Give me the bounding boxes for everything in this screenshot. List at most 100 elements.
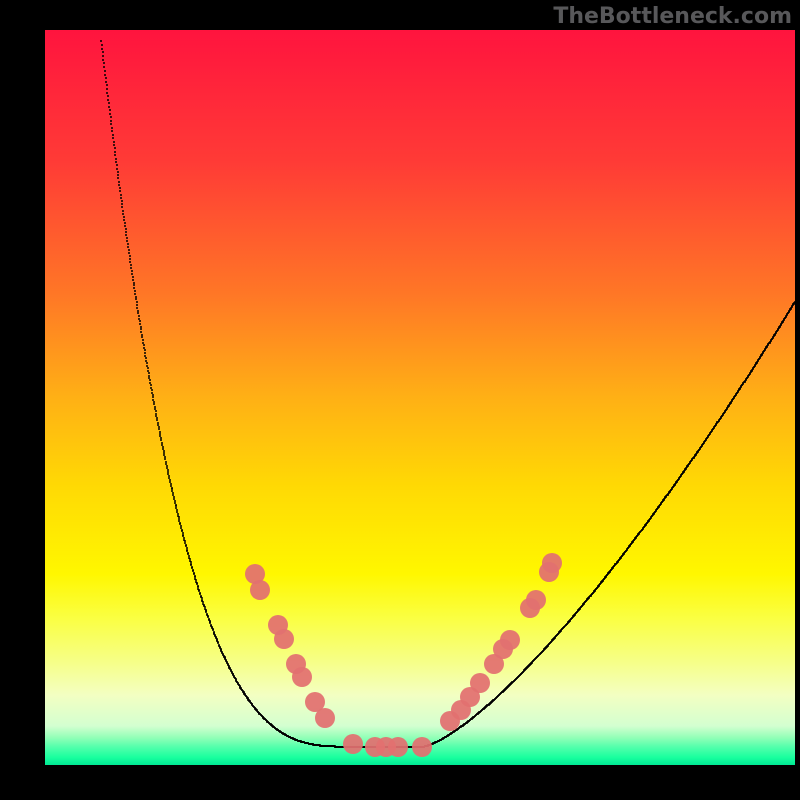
curve-point xyxy=(130,267,132,269)
curve-point xyxy=(117,174,119,176)
curve-point xyxy=(129,258,131,260)
curve-point xyxy=(122,213,124,215)
data-marker xyxy=(250,580,270,600)
curve-point xyxy=(108,106,110,108)
curve-point xyxy=(138,315,140,317)
curve-point xyxy=(124,225,126,227)
curve-point xyxy=(123,216,125,218)
curve-point xyxy=(117,177,119,179)
curve-point xyxy=(125,228,127,230)
data-marker xyxy=(315,708,335,728)
curve-point xyxy=(121,206,123,208)
curve-point xyxy=(106,84,108,86)
data-marker xyxy=(388,737,408,757)
curve-point xyxy=(103,62,105,64)
curve-point xyxy=(112,137,114,139)
curve-point xyxy=(113,144,115,146)
curve-point xyxy=(121,203,123,205)
curve-point xyxy=(127,246,129,248)
curve-point xyxy=(123,219,125,221)
curve-point xyxy=(131,273,133,275)
curve-point xyxy=(110,120,112,122)
curve-point xyxy=(122,210,124,212)
curve-point xyxy=(111,130,113,132)
curve-point xyxy=(126,240,128,242)
data-marker xyxy=(470,673,490,693)
curve-point xyxy=(125,231,127,233)
curve-point xyxy=(121,200,123,202)
curve-point xyxy=(136,301,138,303)
curve-point xyxy=(138,318,140,320)
curve-point xyxy=(129,261,131,263)
curve-point xyxy=(110,123,112,125)
curve-point xyxy=(102,59,104,61)
curve-point xyxy=(116,168,118,170)
curve-point xyxy=(112,134,114,136)
curve-point xyxy=(139,320,141,322)
curve-point xyxy=(118,184,120,186)
curve-point xyxy=(137,310,139,312)
curve-point xyxy=(114,151,116,153)
curve-point xyxy=(100,40,102,42)
curve-point xyxy=(125,234,127,236)
data-marker xyxy=(542,553,562,573)
curve-point xyxy=(794,301,795,303)
curve-point xyxy=(108,102,110,104)
curve-point xyxy=(133,282,135,284)
watermark-text: TheBottleneck.com xyxy=(553,4,792,29)
curve-point xyxy=(135,296,137,298)
data-marker xyxy=(500,630,520,650)
curve-point xyxy=(127,243,129,245)
curve-point xyxy=(114,154,116,156)
plot-area xyxy=(45,30,795,765)
curve-point xyxy=(114,147,116,149)
curve-point xyxy=(136,304,138,306)
curve-point xyxy=(106,92,108,94)
curve-point xyxy=(104,74,106,76)
curve-point xyxy=(137,312,139,314)
curve-point xyxy=(134,293,136,295)
curve-point xyxy=(126,237,128,239)
curve-point xyxy=(132,276,134,278)
curve-point xyxy=(124,222,126,224)
curve-point xyxy=(103,66,105,68)
curve-point xyxy=(111,127,113,129)
curve-point xyxy=(102,51,104,53)
curve-point xyxy=(105,81,107,83)
curve-point xyxy=(118,181,120,183)
curve-point xyxy=(115,161,117,163)
curve-point xyxy=(120,194,122,196)
curve-point xyxy=(106,88,108,90)
curve-point xyxy=(133,287,135,289)
curve-point xyxy=(129,255,131,257)
curve-point xyxy=(133,284,135,286)
curve-point xyxy=(135,298,137,300)
curve-point xyxy=(130,264,132,266)
data-marker xyxy=(292,667,312,687)
data-marker xyxy=(343,734,363,754)
curve-point xyxy=(101,48,103,50)
curve-point xyxy=(109,113,111,115)
curve-point xyxy=(128,252,130,254)
curve-point xyxy=(132,279,134,281)
curve-point xyxy=(134,290,136,292)
data-marker xyxy=(526,590,546,610)
curve-point xyxy=(128,249,130,251)
curve-point xyxy=(102,55,104,57)
curve-point xyxy=(109,109,111,111)
curve-point xyxy=(104,70,106,72)
curve-point xyxy=(105,77,107,79)
curve-point xyxy=(119,190,121,192)
curve-point xyxy=(136,307,138,309)
curve-point xyxy=(131,270,133,272)
curve-point xyxy=(101,44,103,46)
curve-point xyxy=(120,197,122,199)
curve-point xyxy=(107,95,109,97)
data-marker xyxy=(412,737,432,757)
data-marker xyxy=(274,629,294,649)
curve-point xyxy=(117,171,119,173)
curve-point xyxy=(110,116,112,118)
curve-point xyxy=(119,187,121,189)
curve-point xyxy=(116,164,118,166)
curve-point xyxy=(115,158,117,160)
